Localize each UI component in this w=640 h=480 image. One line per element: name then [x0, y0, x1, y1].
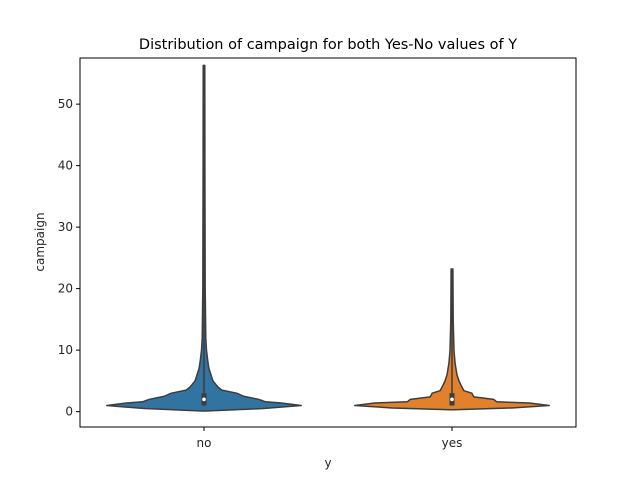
violin-median-yes: [450, 397, 454, 402]
x-axis-label: y: [324, 456, 331, 470]
y-axis-label: campaign: [33, 212, 47, 271]
plot-frame: [79, 57, 577, 428]
y-tick-label: 0: [65, 405, 73, 419]
x-tick-label: no: [197, 436, 212, 450]
y-tick-label: 10: [58, 343, 73, 357]
violins-layer: [106, 64, 550, 412]
violin-median-no: [202, 397, 206, 402]
y-tick-label: 50: [58, 97, 73, 111]
y-axis: 0 10 20 30 40 50: [58, 97, 80, 419]
x-tick-label: yes: [442, 436, 463, 450]
y-tick-label: 20: [58, 282, 73, 296]
y-tick-label: 40: [58, 159, 73, 173]
x-axis: no yes: [197, 427, 463, 450]
y-tick-label: 30: [58, 220, 73, 234]
chart-title: Distribution of campaign for both Yes-No…: [139, 37, 517, 53]
